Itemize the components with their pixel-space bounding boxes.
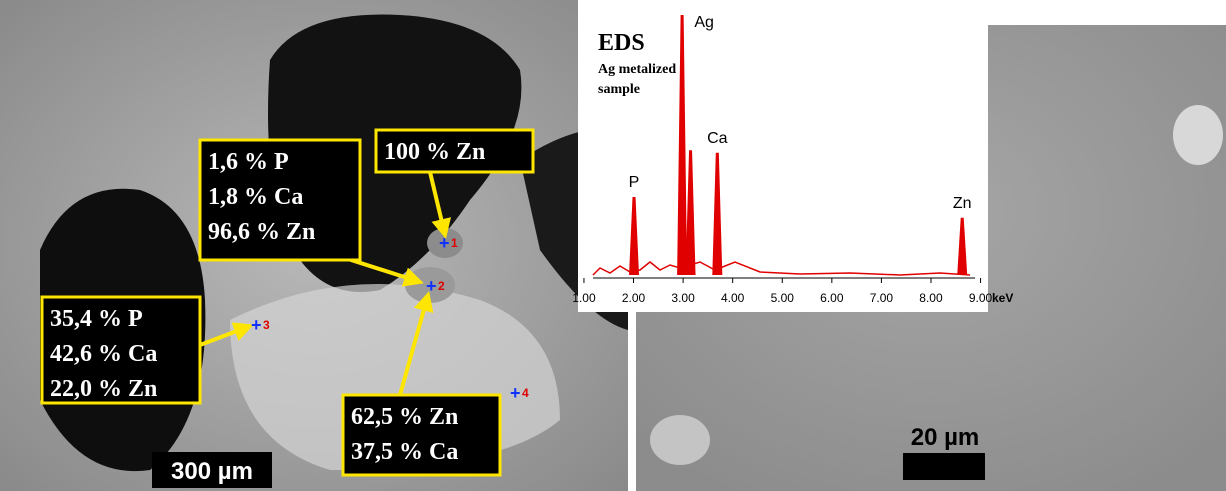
peak-label: P [629, 174, 640, 191]
callout-text: 37,5 % Ca [351, 439, 458, 465]
spectrum-title: EDS [598, 30, 645, 56]
x-tick-label: 3.00 [671, 291, 695, 305]
peak-label: Ag [694, 14, 714, 31]
callout-text: 42,6 % Ca [50, 341, 157, 367]
marker-cross: + [426, 276, 437, 296]
callout-text: 100 % Zn [384, 139, 485, 165]
x-tick-label: 9.00 [969, 291, 993, 305]
x-tick-label: 6.00 [820, 291, 844, 305]
callout-text: 96,6 % Zn [208, 219, 315, 245]
marker-cross: + [439, 233, 450, 253]
peak-label: Zn [953, 195, 972, 212]
scale-bar-label: 300 µm [171, 458, 253, 485]
x-tick-label: 4.00 [721, 291, 745, 305]
marker-cross: + [251, 315, 262, 335]
spectrum-subtitle: sample [598, 82, 640, 97]
x-tick-label: 7.00 [870, 291, 894, 305]
marker-label: 1 [451, 236, 458, 250]
marker-label: 4 [522, 386, 529, 400]
callout-text: 22,0 % Zn [50, 376, 157, 402]
x-tick-label: 8.00 [919, 291, 943, 305]
page: 1,6 % P 1,8 % Ca 96,6 % Zn 100 % Zn 35,4 % P… [0, 0, 1226, 491]
scale-bar-label: 20 µm [911, 424, 980, 451]
callout-text: 35,4 % P [50, 306, 143, 332]
scale-bar [903, 453, 985, 480]
x-tick-label: 2.00 [622, 291, 646, 305]
callout-text: 1,8 % Ca [208, 184, 303, 210]
marker-cross: + [510, 383, 521, 403]
peak-label: Ca [707, 130, 728, 147]
spectrum-subtitle: Ag metalized [598, 62, 676, 77]
callout-text: 1,6 % P [208, 149, 289, 175]
callout-text: 62,5 % Zn [351, 404, 458, 430]
x-unit: keV [992, 291, 1013, 305]
marker-label: 2 [438, 279, 445, 293]
figure: 1,6 % P 1,8 % Ca 96,6 % Zn 100 % Zn 35,4 % P… [0, 0, 1226, 491]
x-tick-label: 1.00 [572, 291, 596, 305]
marker-label: 3 [263, 318, 270, 332]
x-tick-label: 5.00 [771, 291, 795, 305]
